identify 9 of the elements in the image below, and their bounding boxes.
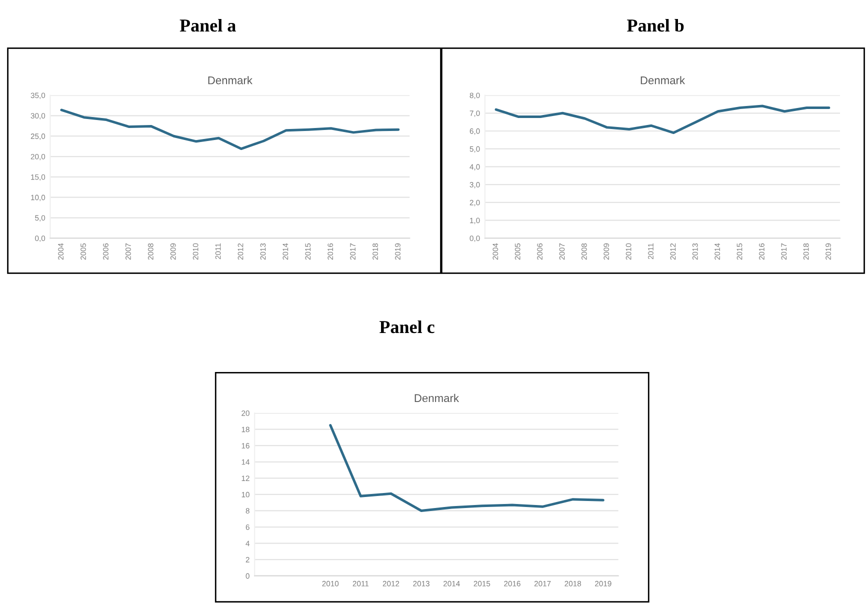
line-series	[329, 424, 604, 512]
chart-subtitle: Denmark	[640, 76, 686, 84]
chart-title: Panel c	[380, 320, 434, 334]
chart-subtitle: Denmark	[208, 76, 252, 84]
chart-title: Panel b	[627, 18, 684, 32]
line-series	[494, 104, 830, 134]
chart-subtitle: Denmark	[414, 394, 460, 402]
chart-title: Panel a	[180, 18, 236, 32]
line-series	[60, 108, 400, 150]
